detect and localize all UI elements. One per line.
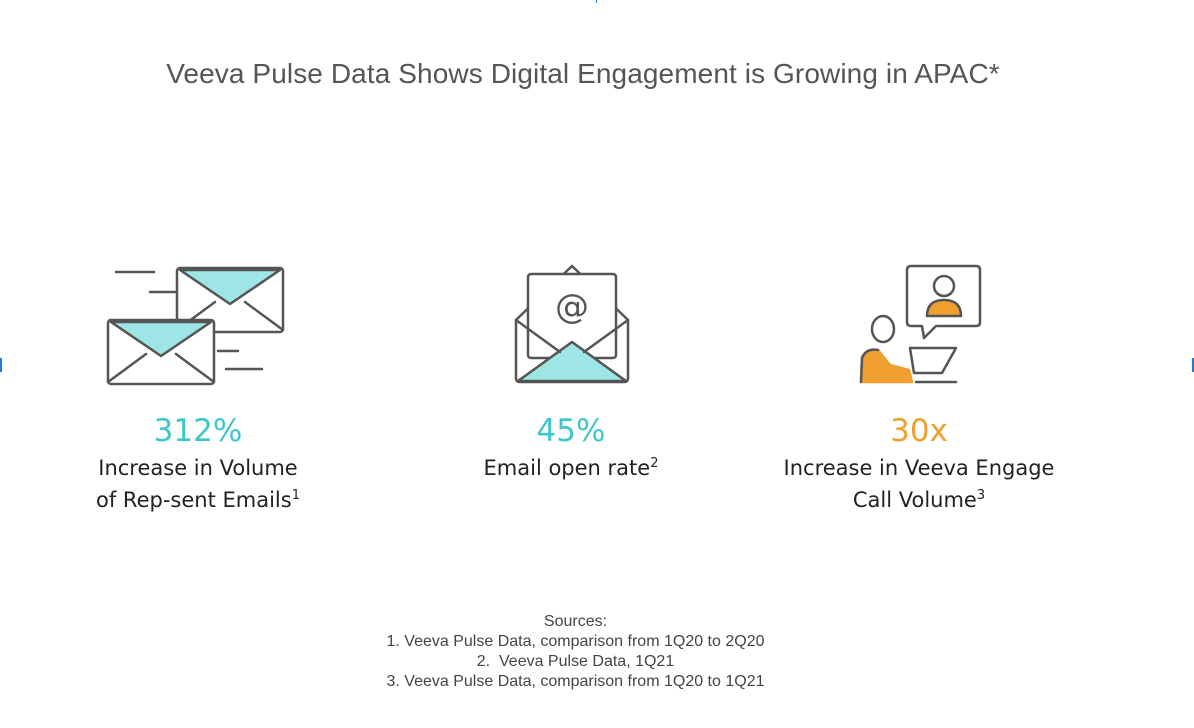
top-edge-marker (596, 0, 597, 3)
source-item: 2. Veeva Pulse Data, 1Q21 (476, 653, 675, 670)
footnote-ref: 2 (650, 456, 659, 471)
stat-value: 45% (536, 413, 606, 449)
stat-description: Increase in Veeva Engage Call Volume3 (759, 452, 1079, 516)
stat-card-emails: 312% Increase in Volume of Rep-sent Emai… (38, 412, 358, 516)
envelopes-icon (106, 266, 285, 386)
at-symbol: @ (555, 287, 589, 327)
stat-line: Call Volume (852, 488, 977, 512)
source-item: 3. Veeva Pulse Data, comparison from 1Q2… (386, 673, 765, 690)
stat-card-open-rate: 45% Email open rate2 (411, 412, 731, 484)
page-title: Veeva Pulse Data Shows Digital Engagemen… (166, 58, 1000, 89)
stat-value: 30x (890, 413, 948, 449)
footnote-ref: 1 (291, 488, 300, 503)
stat-description: Increase in Volume of Rep-sent Emails1 (38, 452, 358, 516)
stat-line: Email open rate (483, 456, 651, 480)
stat-value: 312% (153, 413, 243, 449)
sources-block: Sources: 1. Veeva Pulse Data, comparison… (0, 612, 1151, 692)
source-item: 1. Veeva Pulse Data, comparison from 1Q2… (386, 633, 765, 650)
stat-line: Increase in Veeva Engage (783, 456, 1055, 480)
stat-description: Email open rate2 (411, 452, 731, 484)
right-edge-marker (1192, 358, 1194, 372)
sources-heading: Sources: (543, 613, 608, 630)
video-call-icon (859, 264, 982, 384)
stat-line: of Rep-sent Emails (96, 488, 292, 512)
stat-line: Increase in Volume (98, 456, 298, 480)
stat-card-call-volume: 30x Increase in Veeva Engage Call Volume… (759, 412, 1079, 516)
open-envelope-at-icon: @ (514, 264, 630, 384)
left-edge-marker (0, 358, 2, 372)
footnote-ref: 3 (976, 488, 986, 503)
